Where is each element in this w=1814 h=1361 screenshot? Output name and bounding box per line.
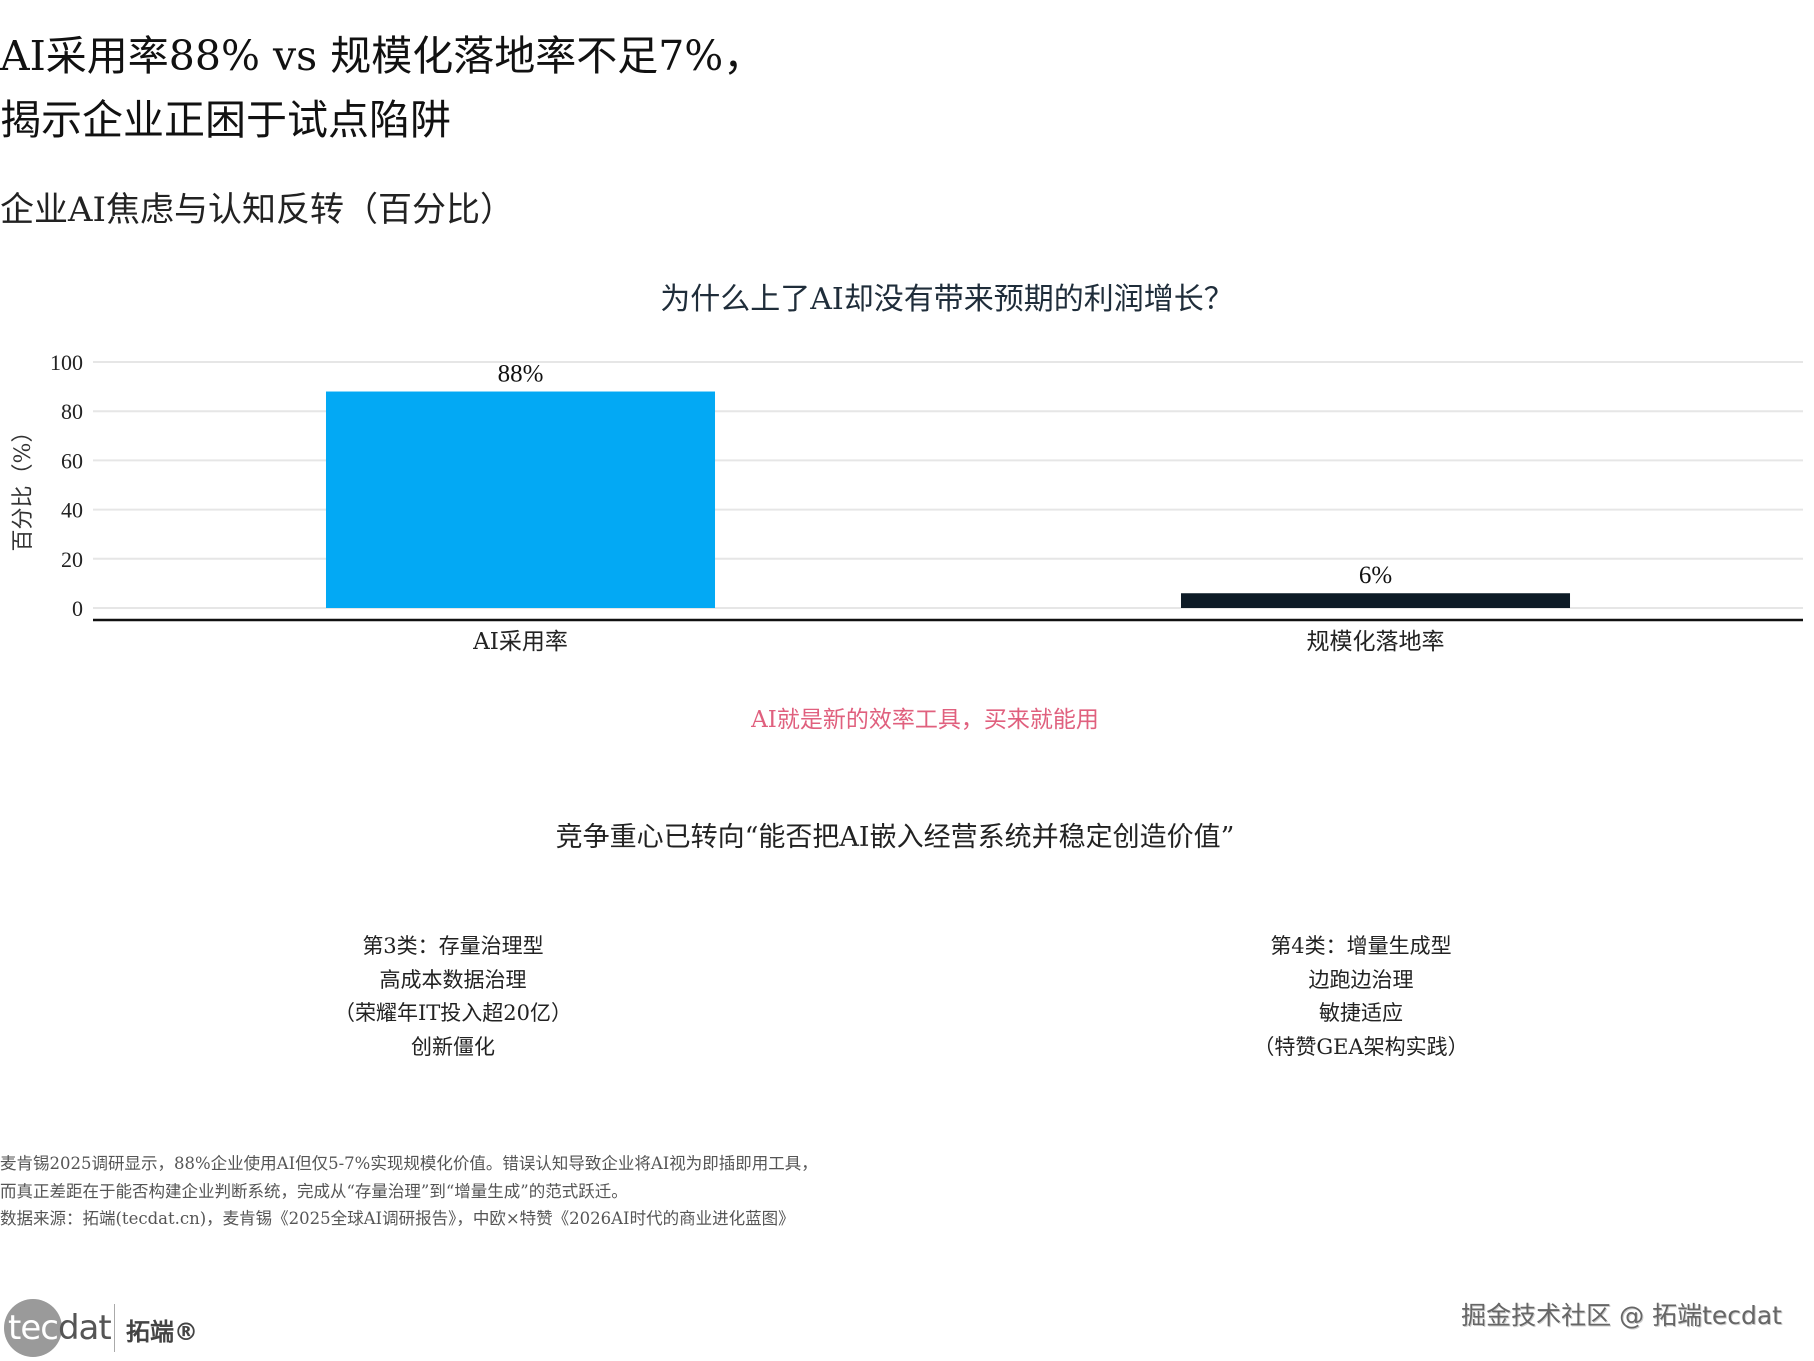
block-line: 高成本数据治理 [379,967,527,992]
y-axis-label: 百分比（%） [11,421,36,552]
myth-annotation: AI就是新的效率工具，买来就能用 [751,707,1099,733]
y-tick-label: 20 [61,547,83,572]
x-category-label: AI采用率 [472,629,568,655]
x-category-label: 规模化落地率 [1307,629,1445,655]
block-line: （特赞GEA架构实践） [1253,1034,1469,1059]
footer-notes: 麦肯锡2025调研显示，88%企业使用AI但仅5-7%实现规模化价值。错误认知导… [0,1150,818,1233]
y-tick-label: 100 [50,350,83,375]
block-line: 创新僵化 [411,1034,495,1059]
page-subtitle: 企业AI焦虑与认知反转（百分比） [0,190,514,230]
title-line-2: 揭示企业正困于试点陷阱 [0,96,451,144]
block-line: 边跑边治理 [1308,967,1414,992]
footer-line: 而真正差距在于能否构建企业判断系统，完成从“存量治理”到“增量生成”的范式跃迁。 [0,1181,628,1201]
shift-annotation: 竞争重心已转向“能否把AI嵌入经营系统并稳定创造价值” [555,822,1235,853]
bars: 88% AI采用率 6% 规模化落地率 [325,361,1571,655]
y-tick-label: 80 [61,399,83,424]
y-tick-label: 0 [72,596,83,621]
chart-title: 为什么上了AI却没有带来预期的利润增长？ [660,282,1234,317]
page-title: AI采用率88% vs 规模化落地率不足7%， 揭示企业正困于试点陷阱 [0,24,764,152]
y-axis-ticks: 0 20 40 60 80 100 [50,350,83,621]
tecdat-logo: tecdat 拓端® [4,1298,198,1358]
logo-cn: 拓端® [126,1318,198,1346]
data-source: 数据来源：拓端(tecdat.cn)，麦肯锡《2025全球AI调研报告》，中欧×… [0,1209,795,1228]
footer-line: 麦肯锡2025调研显示，88%企业使用AI但仅5-7%实现规模化价值。错误认知导… [0,1154,818,1173]
y-tick-label: 60 [61,448,83,473]
block-line: 第4类：增量生成型 [1270,934,1452,958]
logo-divider [114,1304,115,1352]
data-label: 88% [498,361,544,388]
logo-circle-icon [4,1299,62,1357]
title-line-1: AI采用率88% vs 规模化落地率不足7%， [0,32,765,80]
category-4-block: 第4类：增量生成型 边跑边治理 敏捷适应 （特赞GEA架构实践） [1101,930,1621,1064]
block-line: （荣耀年IT投入超20亿） [333,1001,573,1025]
block-line: 敏捷适应 [1319,1001,1403,1025]
watermark: 掘金技术社区 @ 拓端tecdat [1461,1301,1782,1330]
bar-chart: 0 20 40 60 80 100 88% AI采用率 6% 规模化落地率 百分比（%） [11,350,1803,655]
data-label: 6% [1359,562,1392,589]
category-3-block: 第3类：存量治理型 高成本数据治理 （荣耀年IT投入超20亿） 创新僵化 [193,930,713,1064]
logo-word: tecdat [8,1308,112,1348]
y-tick-label: 40 [61,498,83,523]
bar-2 [1180,593,1571,608]
block-line: 第3类：存量治理型 [362,934,544,958]
bar-1 [325,391,716,608]
